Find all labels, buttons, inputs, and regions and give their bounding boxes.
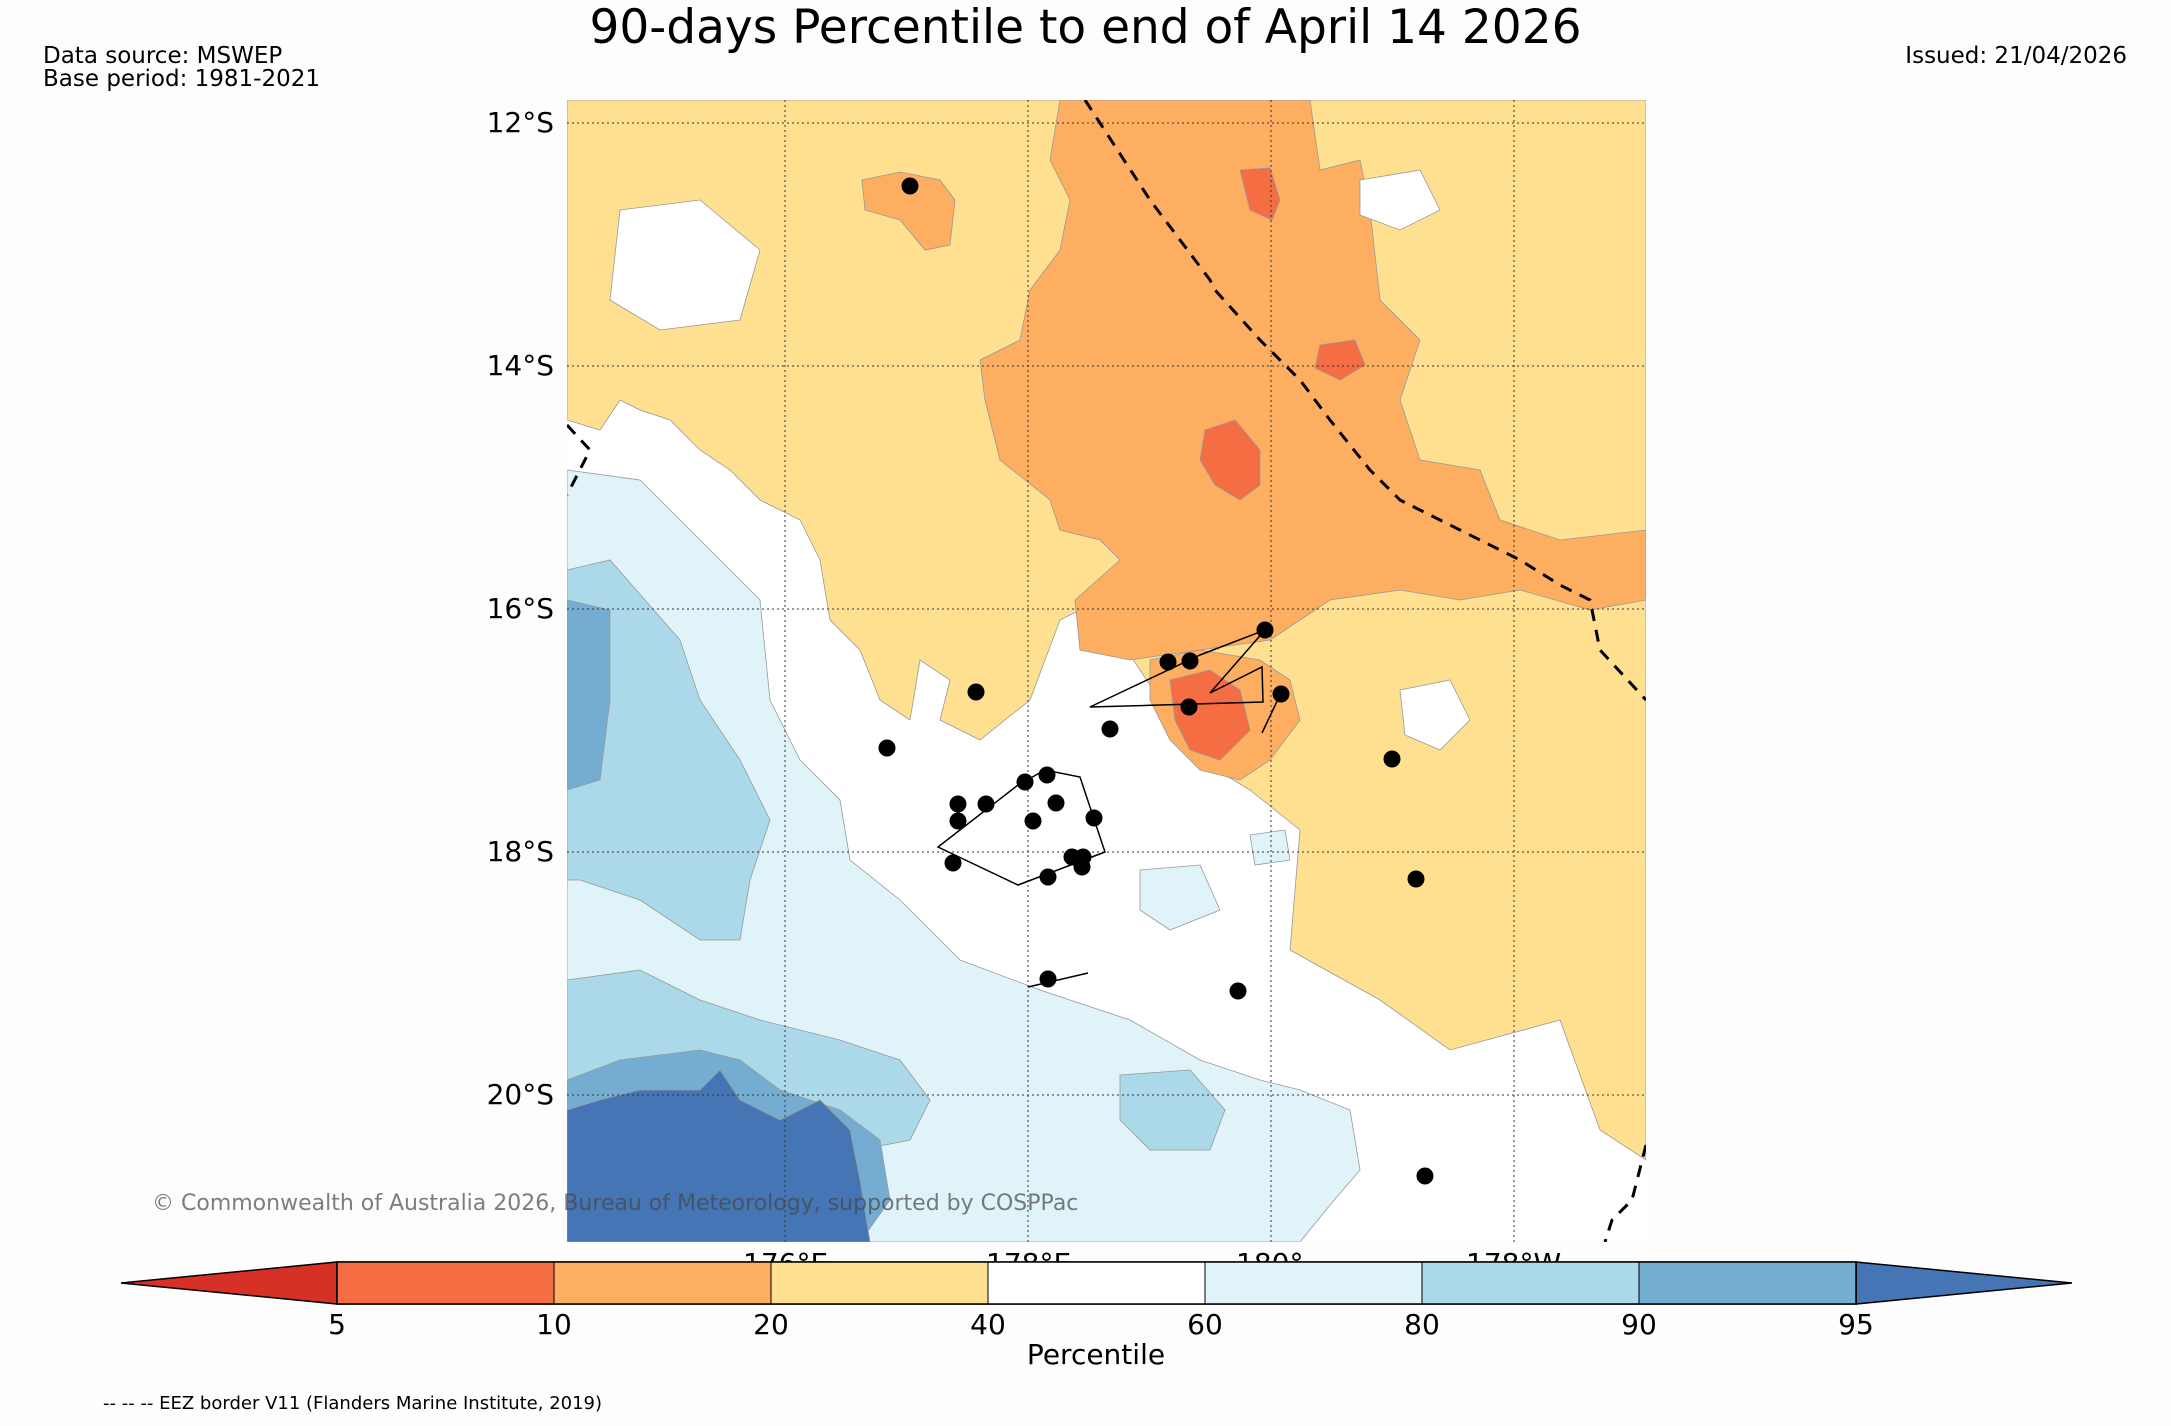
colorbar-tick: 10: [536, 1308, 572, 1341]
station-marker: [1383, 750, 1401, 768]
issued-date: Issued: 21/04/2026: [1905, 43, 2127, 69]
lat-label-12s: 12°S: [486, 106, 554, 139]
station-marker: [1256, 621, 1274, 639]
station-marker: [1407, 870, 1425, 888]
station-marker: [1181, 652, 1199, 670]
colorbar-tick: 20: [753, 1308, 789, 1341]
colorbar-tick: 5: [328, 1308, 346, 1341]
station-marker: [1038, 766, 1056, 784]
station-marker: [1159, 653, 1177, 671]
map-title: 90-days Percentile to end of April 14 20…: [589, 0, 1582, 55]
colorbar-tick: 60: [1187, 1308, 1223, 1341]
station-marker: [901, 177, 919, 195]
station-marker: [977, 795, 995, 813]
station-marker: [1416, 1167, 1434, 1185]
lat-label-20s: 20°S: [486, 1078, 554, 1111]
station-marker: [1229, 982, 1247, 1000]
station-marker: [1085, 809, 1103, 827]
station-marker: [967, 683, 985, 701]
lat-label-16s: 16°S: [486, 592, 554, 625]
colorbar-tick: 95: [1838, 1308, 1874, 1341]
gridlines: [567, 100, 1646, 1242]
lat-label-14s: 14°S: [486, 349, 554, 382]
station-marker: [949, 812, 967, 830]
station-markers: [878, 177, 1434, 1185]
station-marker: [949, 795, 967, 813]
eez-border: [567, 100, 1646, 1242]
map-field: [567, 100, 1646, 1242]
station-marker: [1073, 858, 1091, 876]
station-marker: [1039, 868, 1057, 886]
station-marker: [1047, 794, 1065, 812]
colorbar-tick: 40: [970, 1308, 1006, 1341]
colorbar-tick: 80: [1404, 1308, 1440, 1341]
station-marker: [1016, 773, 1034, 791]
station-marker: [1180, 698, 1198, 716]
station-marker: [1024, 812, 1042, 830]
colorbar-label: Percentile: [1026, 1338, 1166, 1371]
station-marker: [944, 854, 962, 872]
colorbar-tick: 90: [1621, 1308, 1657, 1341]
station-marker: [878, 739, 896, 757]
station-marker: [1039, 970, 1057, 988]
copyright-notice: © Commonwealth of Australia 2026, Bureau…: [152, 1191, 1079, 1216]
lat-label-18s: 18°S: [486, 835, 554, 868]
data-source: Data source: MSWEP: [43, 43, 283, 69]
base-period: Base period: 1981-2021: [43, 66, 321, 92]
eez-legend-note: -- -- -- EEZ border V11 (Flanders Marine…: [103, 1393, 603, 1414]
station-marker: [1272, 685, 1290, 703]
station-marker: [1101, 720, 1119, 738]
